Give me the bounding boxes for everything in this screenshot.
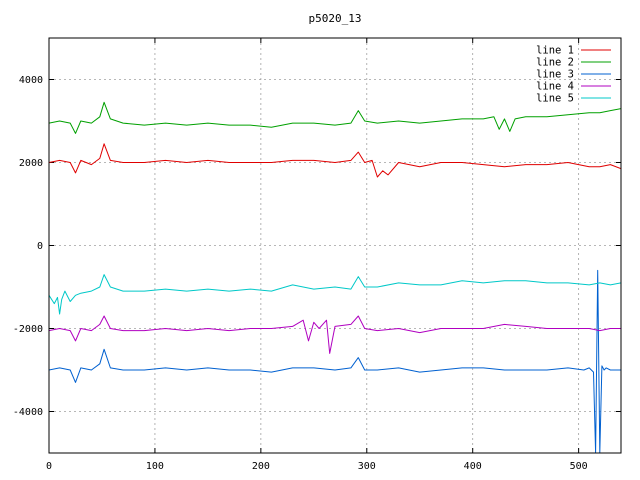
- y-tick-label-2: 0: [37, 241, 43, 252]
- legend-label-3: line 3: [536, 69, 574, 81]
- y-axis: -4000 -2000 0 2000 4000: [13, 75, 621, 418]
- x-tick-label-5: 500: [570, 461, 588, 472]
- series-line-2: [49, 101, 621, 134]
- y-tick-label-0: -4000: [13, 407, 43, 418]
- legend-label-4: line 4: [536, 81, 574, 93]
- x-tick-label-3: 300: [358, 461, 376, 472]
- y-tick-label-4: 4000: [19, 75, 43, 86]
- series-line-1: [49, 143, 621, 178]
- series-lines: [49, 101, 621, 453]
- chart-title: p5020_13: [309, 12, 362, 25]
- series-line-3: [49, 269, 621, 453]
- plot-frame: [48, 37, 622, 454]
- y-tick-label-1: -2000: [13, 324, 43, 335]
- x-tick-label-4: 400: [464, 461, 482, 472]
- x-tick-label-0: 0: [46, 461, 52, 472]
- x-tick-label-1: 100: [146, 461, 164, 472]
- y-tick-label-3: 2000: [19, 158, 43, 169]
- series-line-5: [49, 274, 621, 315]
- x-tick-label-2: 200: [252, 461, 270, 472]
- legend-label-5: line 5: [536, 93, 574, 105]
- legend-label-2: line 2: [536, 57, 574, 69]
- legend-label-1: line 1: [536, 45, 574, 57]
- series-line-4: [49, 315, 621, 354]
